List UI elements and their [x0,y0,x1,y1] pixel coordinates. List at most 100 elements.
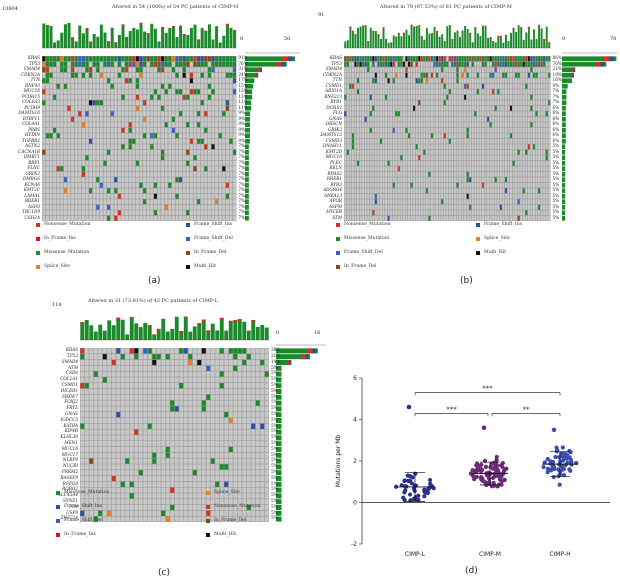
cell-11-28 [415,116,418,122]
cell-3-36 [436,72,439,78]
cell-23-2 [349,182,352,188]
cell-27-35 [433,204,436,210]
cell-7-77 [540,94,543,100]
cell-5-71 [525,83,528,89]
cell-18-73 [530,155,533,161]
cell-3-4 [354,72,357,78]
cell-6-12 [85,89,89,95]
cell-27-10 [369,204,372,210]
cell-19-29 [146,160,150,166]
cell-23-43 [453,182,456,188]
cell-9-41 [264,400,269,406]
cell-9-42 [451,105,454,111]
cell-7-25 [132,94,136,100]
cell-7-53 [233,94,237,100]
cell-19-14 [380,160,382,166]
cell-28-30 [420,210,423,216]
cell-28-15 [96,210,100,216]
cell-11-16 [152,412,157,418]
cell-4-3 [351,78,354,84]
legend-swatch [36,251,40,255]
cell-12-72 [527,122,530,128]
cell-1-33 [161,61,165,67]
cell-18-78 [543,155,546,161]
cell-7-55 [484,94,487,100]
cell-9-35 [168,105,172,111]
cell-4-30 [215,371,220,377]
cell-25-29 [418,193,421,199]
cell-1-4 [354,61,357,67]
cell-12-44 [200,122,204,128]
cell-0-32 [224,348,229,354]
panel-a-title: Altered in 54 (100%) of 54 PC patients o… [112,4,239,10]
cell-8-26 [197,394,202,400]
cell-12-34 [164,122,168,128]
cell-4-0 [80,371,85,377]
cell-4-35 [237,371,242,377]
cell-29-50 [222,215,226,221]
cell-28-17 [387,210,390,216]
cell-7-1 [45,94,49,100]
cell-4-53 [479,78,482,84]
tmb-bar-31 [423,39,426,48]
cell-0-32 [425,56,428,62]
cell-9-50 [471,105,474,111]
side-bar-18 [245,155,249,161]
cell-26-68 [517,199,520,205]
cell-14-52 [229,133,233,139]
cell-5-12 [85,83,89,89]
cell-14-38 [441,133,444,139]
cell-24-28 [415,188,418,194]
cell-25-34 [431,193,433,199]
cell-24-53 [479,188,482,194]
cell-9-9 [120,400,125,406]
cell-28-7 [67,210,71,216]
cell-25-11 [81,193,85,199]
cell-19-2 [349,160,352,166]
cell-28-19 [110,210,114,216]
cell-14-15 [382,133,385,139]
cell-29-76 [538,215,541,221]
cell-17-70 [522,149,525,155]
cell-18-42 [193,155,197,161]
cell-15-22 [121,138,125,144]
cell-4-32 [425,78,428,84]
cell-4-75 [535,78,538,84]
cell-3-39 [255,365,260,371]
cell-3-8 [71,72,75,78]
cell-28-79 [545,210,548,216]
side-bar-10 [562,111,566,117]
cell-2-38 [251,359,256,366]
cell-3-37 [175,72,179,78]
cell-16-31 [423,144,426,150]
cell-23-22 [400,182,403,188]
tmb-bar-63 [504,34,507,48]
cell-7-52 [476,94,479,100]
cell-22-0 [344,177,347,183]
cell-25-41 [189,193,193,199]
cell-28-17 [103,210,107,216]
cell-22-21 [117,177,121,183]
cell-14-2 [349,133,352,139]
cell-16-48 [215,144,219,150]
cell-18-5 [357,155,359,161]
side-bar-24 [562,188,566,194]
cell-11-79 [545,116,548,122]
cell-25-44 [200,193,204,199]
cell-28-26 [410,210,413,216]
cell-2-18 [161,359,166,366]
cell-13-20 [114,127,118,133]
cell-0-65 [510,56,512,62]
cell-16-43 [453,144,456,150]
cell-21-40 [186,171,190,177]
cell-8-6 [63,100,67,106]
cell-26-23 [125,199,129,205]
cell-19-7 [362,160,365,166]
cell-9-65 [510,105,512,111]
cell-12-9 [367,122,370,128]
cell-27-39 [443,204,446,210]
tmb-bar-40 [446,26,449,48]
cell-10-20 [395,111,398,117]
cell-9-10 [78,105,82,111]
cell-2-15 [147,359,152,366]
